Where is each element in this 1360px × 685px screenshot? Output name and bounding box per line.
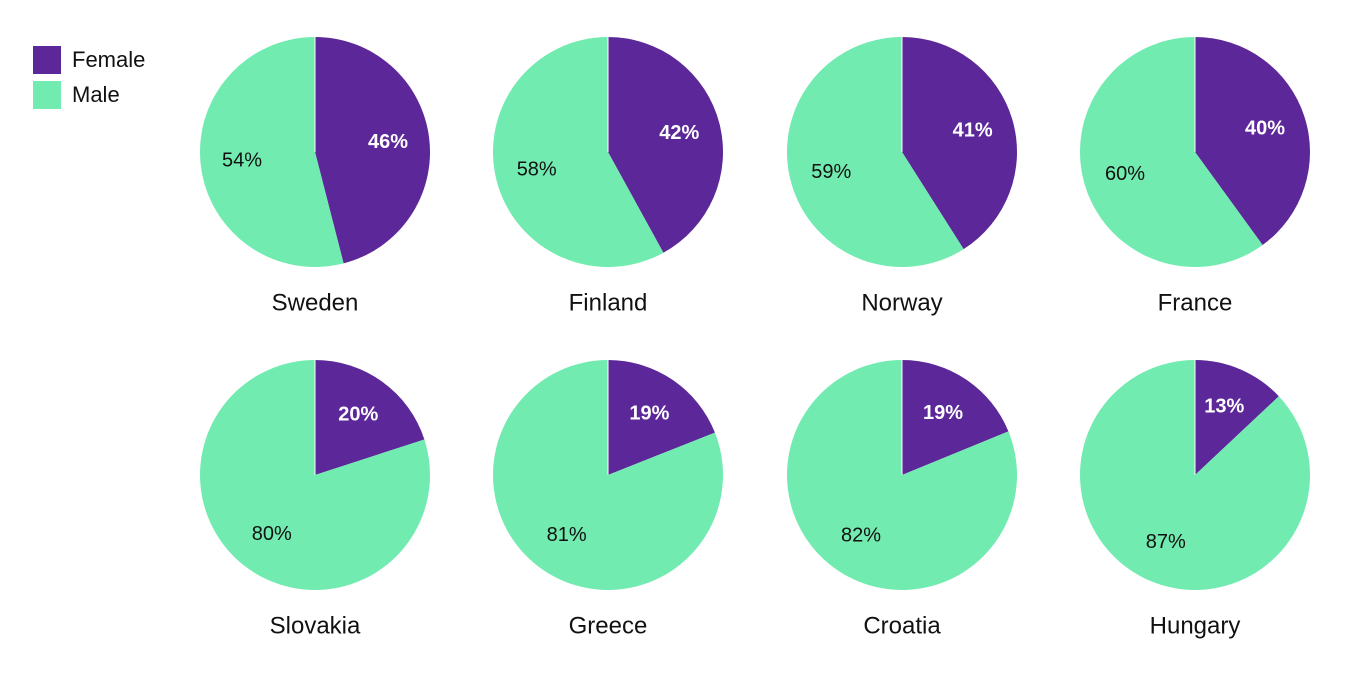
- legend-label: Male: [72, 82, 120, 107]
- pie-title: Slovakia: [270, 612, 361, 639]
- value-label: 58%: [517, 159, 557, 181]
- pie-slice: [1195, 360, 1279, 475]
- value-label: 60%: [1105, 163, 1145, 185]
- pie-slice: [315, 37, 430, 264]
- pie-slice: [315, 360, 425, 475]
- legend-swatch: [33, 81, 61, 109]
- pie-title: Croatia: [863, 612, 941, 639]
- pie-slice: [902, 360, 1009, 475]
- pie-title: Greece: [569, 612, 648, 639]
- pie-title: Hungary: [1150, 612, 1241, 639]
- value-label: 13%: [1204, 396, 1244, 418]
- value-label: 46%: [368, 131, 408, 153]
- pie-slice: [199, 36, 344, 268]
- pie-slice: [1080, 37, 1263, 267]
- pie-slice: [1195, 37, 1310, 246]
- value-label: 54%: [222, 150, 262, 172]
- pie-slice: [608, 360, 715, 475]
- pie-slice: [608, 37, 723, 253]
- legend-swatch: [33, 46, 61, 74]
- pie-title: Sweden: [272, 289, 359, 316]
- pie-title: France: [1158, 289, 1233, 316]
- value-label: 19%: [923, 402, 963, 424]
- value-label: 87%: [1146, 531, 1186, 553]
- pie-slice: [787, 37, 964, 267]
- legend-label: Female: [72, 47, 145, 72]
- value-label: 40%: [1245, 118, 1285, 140]
- pie-slice: [902, 37, 1017, 250]
- pie-slice: [492, 37, 664, 267]
- value-label: 82%: [841, 524, 881, 546]
- value-label: 41%: [953, 120, 993, 142]
- value-label: 19%: [629, 402, 669, 424]
- pie-slice: [199, 360, 430, 591]
- value-label: 80%: [252, 523, 292, 545]
- value-label: 59%: [811, 161, 851, 183]
- pie-title: Finland: [569, 289, 648, 316]
- value-label: 42%: [659, 122, 699, 144]
- value-label: 81%: [547, 524, 587, 546]
- value-label: 20%: [338, 404, 378, 426]
- pie-title: Norway: [861, 289, 942, 316]
